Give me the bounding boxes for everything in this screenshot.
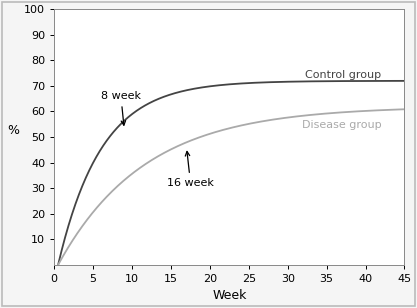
- Text: Control group: Control group: [305, 70, 381, 79]
- X-axis label: Week: Week: [212, 290, 246, 302]
- Text: 8 week: 8 week: [101, 91, 141, 125]
- Y-axis label: %: %: [7, 124, 19, 137]
- Text: Disease group: Disease group: [301, 120, 381, 131]
- Text: 16 week: 16 week: [167, 152, 214, 188]
